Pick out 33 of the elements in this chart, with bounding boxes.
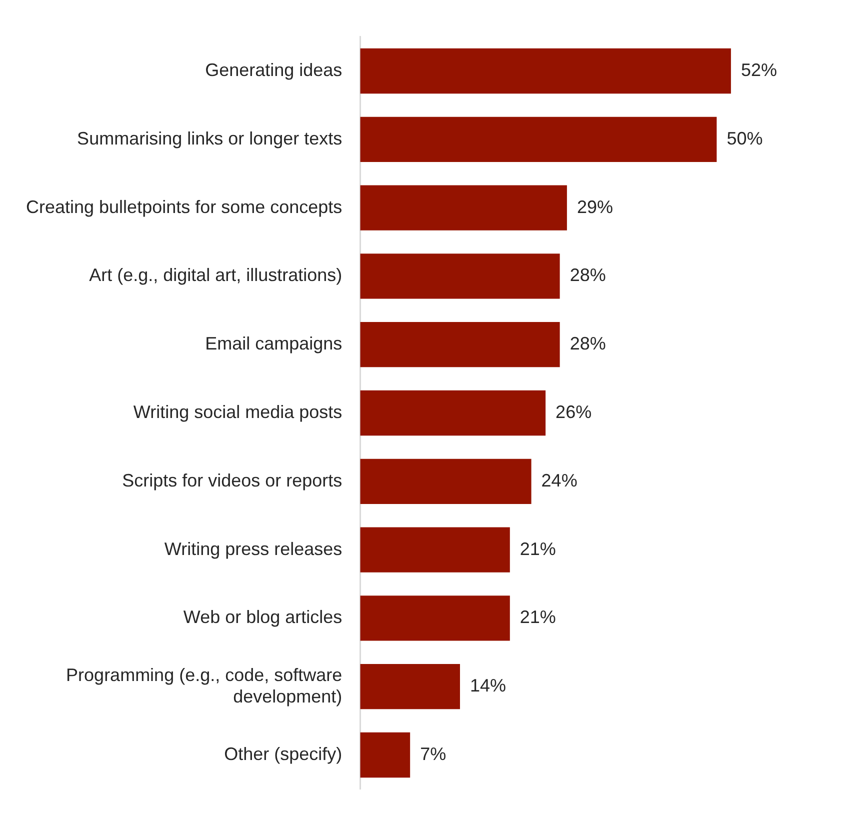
- data-label: 21%: [520, 538, 556, 559]
- y-tick-label: Other (specify): [224, 744, 342, 764]
- data-label: 28%: [570, 334, 606, 354]
- bar: [360, 390, 546, 436]
- bar: [360, 254, 560, 299]
- data-label: 24%: [541, 470, 578, 490]
- bar: [360, 732, 410, 778]
- y-tick-label: Scripts for videos or reports: [122, 470, 342, 490]
- y-tick-label: Web or blog articles: [183, 607, 342, 628]
- y-tick-label: Programming (e.g., code, software development): [66, 664, 342, 706]
- y-tick-label: Email campaigns: [205, 334, 342, 354]
- data-label: 7%: [420, 744, 446, 764]
- data-label: 50%: [726, 128, 763, 148]
- data-label: 26%: [556, 402, 592, 422]
- data-label: 14%: [470, 676, 506, 696]
- bar: [360, 458, 532, 504]
- data-label: 29%: [576, 196, 613, 217]
- bar: [360, 116, 717, 162]
- y-tick-label: Creating bulletpoints for some concepts: [26, 196, 342, 217]
- data-label: 21%: [520, 607, 556, 628]
- bar: [360, 48, 731, 94]
- y-tick-label: Generating ideas: [205, 60, 342, 80]
- bar: [360, 185, 567, 230]
- bar: [360, 322, 560, 368]
- y-tick-label: Art (e.g., digital art, illustrations): [89, 265, 342, 286]
- data-label: 52%: [740, 60, 777, 80]
- data-label: 28%: [570, 265, 606, 286]
- y-tick-label: Writing press releases: [164, 538, 342, 559]
- y-tick-label: Summarising links or longer texts: [77, 128, 342, 148]
- y-tick-label: Writing social media posts: [133, 402, 342, 422]
- bar: [360, 527, 510, 572]
- bar: [360, 596, 510, 641]
- bar: [360, 664, 460, 710]
